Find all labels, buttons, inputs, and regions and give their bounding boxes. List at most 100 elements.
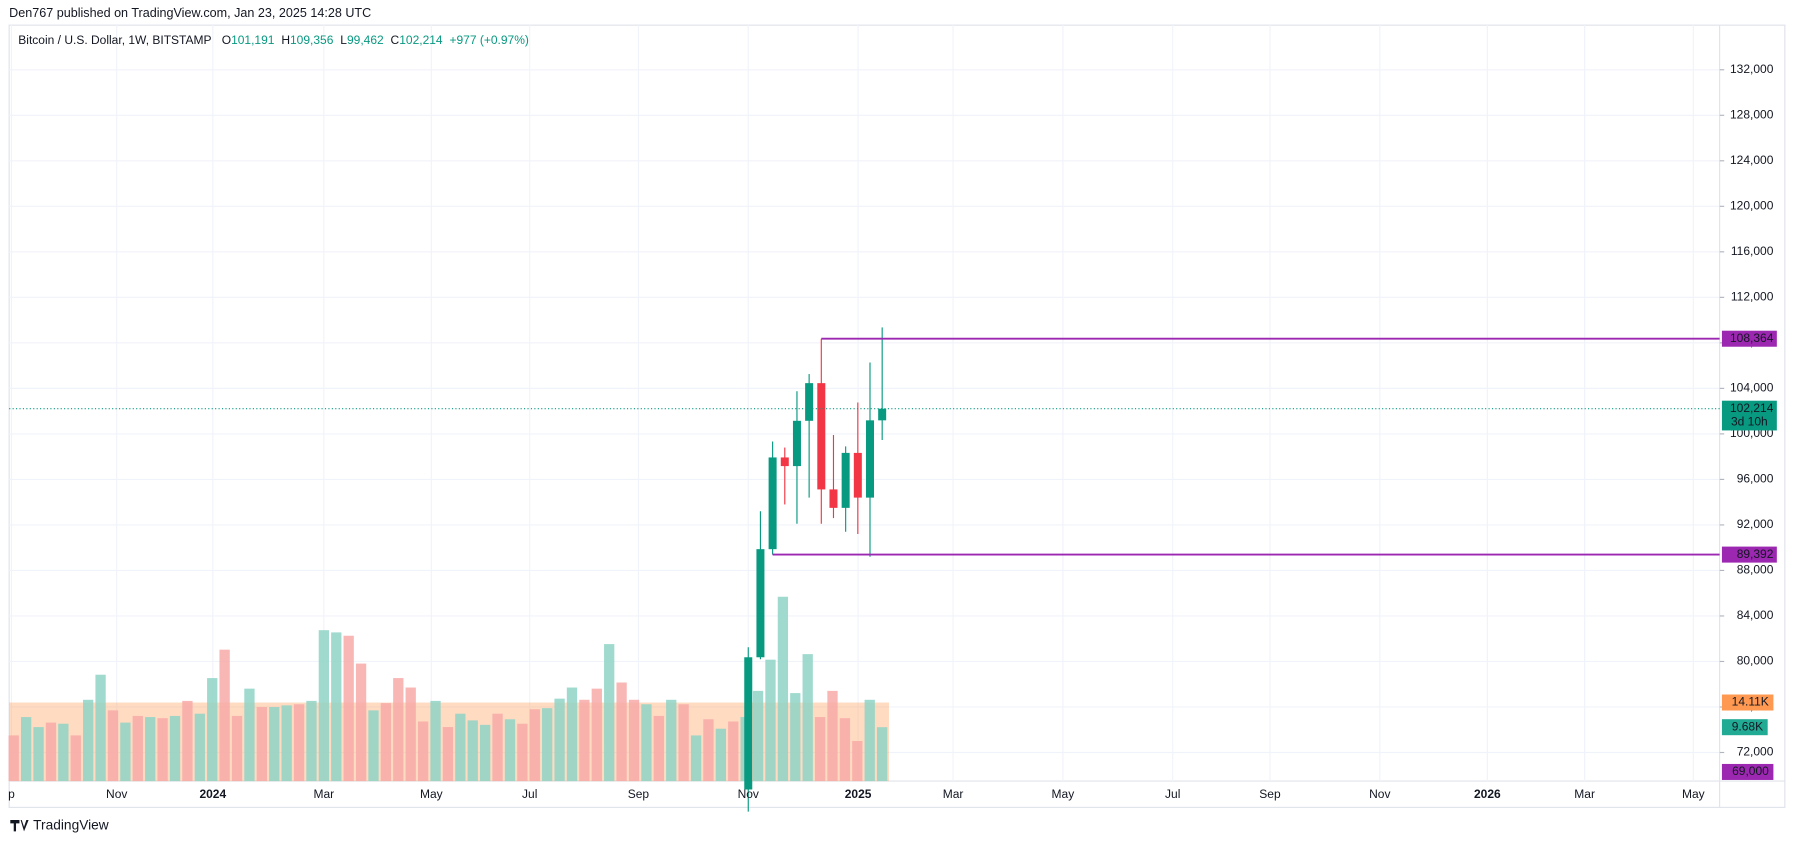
axes: 72,00076,00080,00084,00088,00092,00096,0… <box>8 62 1777 801</box>
current-price-box <box>1721 400 1777 431</box>
x-tick-label: Sep <box>628 787 650 801</box>
volume-bar <box>194 713 205 782</box>
volume-bar <box>70 735 81 782</box>
footer-text: TradingView <box>33 817 109 832</box>
candle-body <box>865 420 875 498</box>
volume-bar <box>492 713 503 782</box>
volume-bar <box>703 719 714 782</box>
candle-body <box>768 457 777 550</box>
volume-bar <box>380 703 392 782</box>
volume-ma-label: 14.11K <box>1732 695 1769 709</box>
volume-bar <box>554 698 565 782</box>
candle-body <box>829 489 838 508</box>
volume-bar <box>690 735 702 782</box>
y-tick-label: 112,000 <box>1731 290 1774 304</box>
y-tick-label: 104,000 <box>1730 381 1774 395</box>
volume-bar <box>517 723 528 782</box>
x-tick-label: Nov <box>738 787 759 801</box>
candle-body <box>817 383 826 490</box>
y-tick-label: 92,000 <box>1737 517 1774 531</box>
legend: Bitcoin / U.S. Dollar, 1W, BITSTAMP O101… <box>18 33 529 47</box>
candle-body <box>841 452 850 508</box>
volume-bar <box>715 728 727 782</box>
volume-bar <box>306 700 317 782</box>
level-label: 89,392 <box>1737 547 1774 561</box>
x-tick-label: Sep <box>1259 787 1281 801</box>
footer-logo: TradingView <box>10 817 109 832</box>
level-label-box <box>1721 546 1777 563</box>
volume-bar <box>802 654 813 782</box>
volume-bar <box>566 687 578 782</box>
x-tick-label: May <box>1682 787 1705 801</box>
volume-bar <box>157 718 168 782</box>
legend-key: H <box>281 33 290 47</box>
volume-bar <box>852 740 863 782</box>
y-tick-label: 72,000 <box>1737 745 1774 759</box>
x-tick-label: 2025 <box>845 787 872 801</box>
volume-pane <box>8 596 889 782</box>
legend-value: 102,214 <box>399 33 443 47</box>
volume-bar <box>430 700 441 782</box>
x-tick-label: p <box>8 787 15 801</box>
volume-bar <box>579 699 590 782</box>
volume-bar <box>120 722 131 782</box>
volume-bar <box>293 704 305 782</box>
y-tick-label: 116,000 <box>1731 244 1774 258</box>
y-tick-label: 96,000 <box>1737 472 1774 486</box>
chart-frame <box>8 24 1786 808</box>
volume-bar <box>269 707 280 782</box>
volume-bar <box>393 678 404 782</box>
candle-body <box>878 408 887 421</box>
volume-ma-box <box>1721 694 1774 711</box>
candle-body <box>744 657 753 790</box>
volume-bar <box>207 678 218 782</box>
x-tick-label: Mar <box>943 787 964 801</box>
volume-bar <box>542 708 553 782</box>
volume-bar <box>827 690 838 782</box>
candle-body <box>805 383 814 421</box>
volume-bar <box>653 715 664 782</box>
volume-bar <box>591 688 602 782</box>
candle-body <box>792 420 801 467</box>
x-tick-label: Jul <box>1165 787 1180 801</box>
candle-body <box>756 549 765 658</box>
symbol-title: Bitcoin / U.S. Dollar, 1W, BITSTAMP <box>18 33 211 47</box>
bottom-price-label: 69,000 <box>1732 764 1769 778</box>
legend-key: L <box>340 33 347 47</box>
level-label-box <box>1721 330 1777 347</box>
countdown-label: 3d 10h <box>1731 415 1768 429</box>
volume-bar <box>864 699 875 782</box>
y-tick-label: 124,000 <box>1730 153 1774 167</box>
volume-bar <box>839 718 851 782</box>
volume-bar <box>765 659 776 782</box>
volume-bar <box>641 704 652 782</box>
y-tick-label: 80,000 <box>1737 654 1774 668</box>
level-label: 108,364 <box>1730 331 1774 345</box>
bottom-price-box <box>1721 763 1774 780</box>
publisher: Den767 published on TradingView.com, Jan… <box>9 6 371 20</box>
plot <box>9 327 1720 812</box>
x-tick-label: Mar <box>1574 787 1595 801</box>
volume-bar <box>45 722 57 782</box>
x-tick-label: Nov <box>106 787 127 801</box>
volume-bar <box>442 727 454 782</box>
x-tick-label: Nov <box>1369 787 1390 801</box>
volume-bar <box>616 682 627 782</box>
volume-bar <box>281 705 292 782</box>
x-tick-label: May <box>420 787 443 801</box>
volume-bar <box>182 700 193 782</box>
y-tick-label: 84,000 <box>1737 608 1774 622</box>
y-tick-label: 120,000 <box>1730 198 1774 212</box>
volume-bar <box>107 710 119 782</box>
volume-bar <box>479 724 491 782</box>
legend-value: 109,356 <box>290 33 334 47</box>
volume-bar <box>95 674 106 782</box>
volume-bar <box>504 719 516 782</box>
y-tick-label: 128,000 <box>1730 107 1774 121</box>
volume-bar <box>368 710 379 782</box>
volume-bar <box>529 709 540 782</box>
volume-bar <box>814 717 826 782</box>
volume-bar <box>628 699 640 782</box>
volume-bar <box>83 699 94 782</box>
